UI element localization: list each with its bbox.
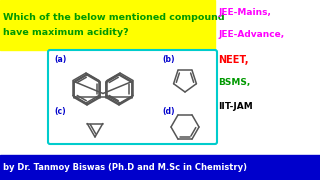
FancyBboxPatch shape bbox=[48, 50, 217, 144]
Text: have maximum acidity?: have maximum acidity? bbox=[3, 28, 129, 37]
Bar bbox=[0, 155, 320, 180]
Text: NEET,: NEET, bbox=[218, 55, 249, 65]
Text: JEE-Mains,: JEE-Mains, bbox=[218, 8, 271, 17]
Text: JEE-Advance,: JEE-Advance, bbox=[218, 30, 284, 39]
Text: (d): (d) bbox=[162, 107, 174, 116]
Bar bbox=[0, 0, 215, 50]
Text: (c): (c) bbox=[54, 107, 66, 116]
Text: (b): (b) bbox=[162, 55, 174, 64]
Text: BSMS,: BSMS, bbox=[218, 78, 250, 87]
Text: IIT-JAM: IIT-JAM bbox=[218, 102, 253, 111]
Text: by Dr. Tanmoy Biswas (Ph.D and M.Sc in Chemistry): by Dr. Tanmoy Biswas (Ph.D and M.Sc in C… bbox=[3, 163, 247, 172]
Text: Which of the below mentioned compound: Which of the below mentioned compound bbox=[3, 13, 225, 22]
Text: (a): (a) bbox=[54, 55, 66, 64]
